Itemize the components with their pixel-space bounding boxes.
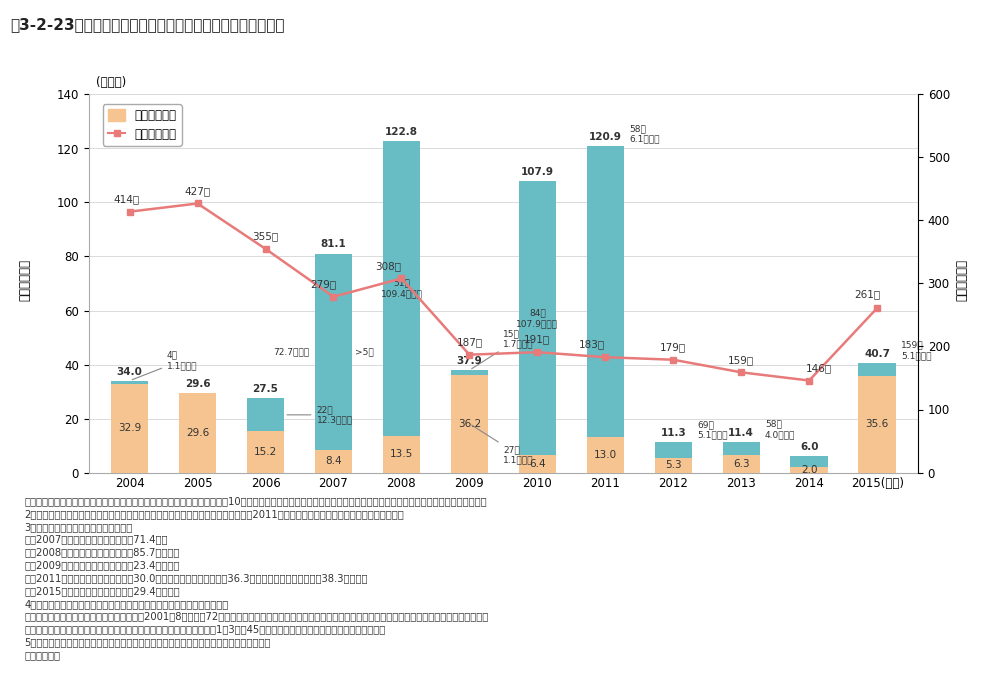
Bar — [451, 370, 488, 375]
Text: 15.2: 15.2 — [253, 447, 277, 457]
Text: 51件
109.4万トン: 51件 109.4万トン — [381, 279, 422, 298]
Text: 107.9: 107.9 — [521, 167, 553, 177]
Text: 2015年度：群馬県渋川市事案、29.4万ｔ　等: 2015年度：群馬県渋川市事案、29.4万ｔ 等 — [25, 586, 180, 596]
Bar — [518, 455, 555, 472]
Bar — [178, 393, 216, 472]
Text: 32.9: 32.9 — [118, 423, 141, 433]
Bar — [246, 431, 284, 472]
Bar — [654, 442, 691, 458]
Text: 11.3: 11.3 — [660, 428, 685, 438]
Text: 2011年度：愛知県豊田市事案、30.0万ｔ、愛媛県松山市事案、36.3万ｔ、沖縄県沖縄市事案、38.3万ｔ　等: 2011年度：愛知県豊田市事案、30.0万ｔ、愛媛県松山市事案、36.3万ｔ、沖… — [25, 573, 368, 583]
Text: 308件: 308件 — [375, 261, 400, 271]
Bar — [383, 436, 420, 472]
Text: 58件
4.0万トン: 58件 4.0万トン — [764, 420, 795, 439]
Text: 5：量については、四捨五入で計算して表記していることから合計値が合わない場合がある: 5：量については、四捨五入で計算して表記していることから合計値が合わない場合があ… — [25, 637, 271, 647]
Bar — [246, 398, 284, 431]
Text: 22件
12.3万トン: 22件 12.3万トン — [287, 405, 352, 425]
Text: 4件
1.1万トン: 4件 1.1万トン — [132, 350, 197, 380]
Text: 81.1: 81.1 — [320, 240, 346, 250]
Text: 122.8: 122.8 — [385, 127, 417, 137]
Bar — [858, 377, 895, 472]
Text: 69件
5.1万トン: 69件 5.1万トン — [696, 420, 727, 439]
Text: 355件: 355件 — [252, 232, 278, 241]
Text: 36.2: 36.2 — [458, 418, 480, 429]
Text: 35.6: 35.6 — [865, 419, 887, 429]
Bar — [110, 383, 148, 472]
Text: 146件: 146件 — [806, 363, 831, 373]
Bar — [518, 181, 555, 455]
Text: 6.3: 6.3 — [733, 459, 748, 469]
Bar — [383, 141, 420, 436]
Text: 4：硫酸ピッチ事案及びフェロシルト事案は本調査の対象から除外している: 4：硫酸ピッチ事案及びフェロシルト事案は本調査の対象から除外している — [25, 599, 229, 609]
Text: 34.0: 34.0 — [116, 367, 142, 377]
Text: 2009年度：福島県川俣町事案、23.4万ｔ　等: 2009年度：福島県川俣町事案、23.4万ｔ 等 — [25, 560, 179, 570]
Text: 29.6: 29.6 — [185, 427, 209, 437]
Bar — [315, 254, 352, 450]
Text: 13.5: 13.5 — [389, 450, 412, 459]
Text: 11.4: 11.4 — [728, 428, 753, 437]
Text: 2008年度：奈良市宇降市事案、85.7万ｔ　等: 2008年度：奈良市宇降市事案、85.7万ｔ 等 — [25, 547, 179, 558]
Text: 8.4: 8.4 — [324, 456, 341, 466]
Bar — [858, 362, 895, 377]
Text: なお、フェロシルトは埋立用賄材として、2001年8月から終72万ｔが販売・使用されたが、その後、製造・販売業者が有害な廃液を混入させていたことがわかり、: なお、フェロシルトは埋立用賄材として、2001年8月から終72万ｔが販売・使用さ… — [25, 612, 488, 622]
Bar — [586, 437, 623, 472]
Text: 183件: 183件 — [578, 340, 604, 350]
Text: 58件
6.1万トン: 58件 6.1万トン — [628, 124, 659, 143]
Text: 6.4: 6.4 — [528, 459, 545, 469]
Bar — [790, 456, 827, 467]
Text: 3：大規模事案については、次のとおり: 3：大規模事案については、次のとおり — [25, 522, 133, 532]
Bar — [654, 458, 691, 472]
Bar — [451, 375, 488, 472]
Legend: 不適正処理量, 不適正処件数: 不適正処理量, 不適正処件数 — [103, 104, 181, 146]
Text: 191件: 191件 — [524, 335, 550, 345]
Text: 159件
5.1万トン: 159件 5.1万トン — [900, 340, 931, 360]
Text: 注１：都道府県及び政令市が把握した産業廃棄物の不適正処理事案のうち、10ｔ以上の事案の事案（ただし、特別管理産業廃棄物を含む事案は全事案）を集計対象とした: 注１：都道府県及び政令市が把握した産業廃棄物の不適正処理事案のうち、10ｔ以上の… — [25, 496, 487, 506]
Bar — [790, 467, 827, 472]
Text: 図3-2-23　産業廃棄物の不適正処件数及び不適正処量の推移: 図3-2-23 産業廃棄物の不適正処件数及び不適正処量の推移 — [10, 17, 284, 32]
Text: 不適正処件数: 不適正処件数 — [954, 259, 968, 301]
Text: 29.6: 29.6 — [184, 379, 210, 389]
Bar — [315, 450, 352, 472]
Text: 27件
1.1万トン: 27件 1.1万トン — [471, 425, 533, 464]
Text: 2007年度：滋賀県素東市事案、71.4万ｔ: 2007年度：滋賀県素東市事案、71.4万ｔ — [25, 535, 168, 545]
Text: 37.9: 37.9 — [457, 356, 482, 366]
Text: 261件: 261件 — [853, 290, 880, 299]
Text: >5件: >5件 — [355, 347, 374, 356]
Text: 13.0: 13.0 — [594, 450, 616, 460]
Text: 不法投棄事案であったことが判明した。既に、不法投棄が確認された1府3県の45か所において、撤去・最終処分が完了している: 不法投棄事案であったことが判明した。既に、不法投棄が確認された1府3県の45か所… — [25, 624, 386, 634]
Text: 84件
107.9万トン: 84件 107.9万トン — [516, 308, 558, 328]
Text: 72.7万トン: 72.7万トン — [273, 347, 310, 356]
Text: 2.0: 2.0 — [800, 465, 816, 475]
Text: 279件: 279件 — [310, 279, 336, 289]
Text: 不適正処理量: 不適正処理量 — [18, 259, 32, 301]
Text: 2：上記棒グラフ青色部分は、報告された年度前から不適正処が行われていた事案（2011年度以降は、開始年度が不明な事案も含む。）: 2：上記棒グラフ青色部分は、報告された年度前から不適正処が行われていた事案（20… — [25, 509, 404, 519]
Text: 資料：環境省: 資料：環境省 — [25, 650, 60, 660]
Text: 159件: 159件 — [728, 355, 753, 364]
Bar — [722, 456, 759, 472]
Bar — [722, 441, 759, 456]
Text: 27.5: 27.5 — [252, 384, 278, 394]
Text: (万トン): (万トン) — [96, 76, 126, 89]
Bar — [110, 381, 148, 383]
Text: 179件: 179件 — [660, 342, 685, 352]
Text: 40.7: 40.7 — [864, 348, 889, 358]
Text: 187件: 187件 — [456, 337, 482, 347]
Text: 120.9: 120.9 — [589, 132, 621, 142]
Text: 15件
1.7万トン: 15件 1.7万トン — [471, 329, 533, 369]
Text: 427件: 427件 — [184, 186, 210, 196]
Text: 414件: 414件 — [113, 194, 139, 204]
Bar — [586, 146, 623, 437]
Text: 5.3: 5.3 — [665, 460, 681, 470]
Text: 6.0: 6.0 — [799, 442, 817, 452]
